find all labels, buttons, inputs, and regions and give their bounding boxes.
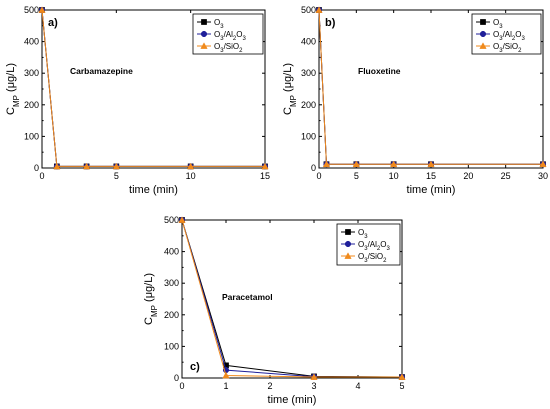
y-tick-label: 0 xyxy=(34,163,39,173)
x-tick-label: 10 xyxy=(389,171,399,181)
chart-panel-c: 0 100 200 300 400 500 0 1 2 3 4 5 time (min) CMP (μg/… xyxy=(143,215,406,406)
data-point xyxy=(222,371,230,379)
data-point xyxy=(398,373,406,380)
x-tick-label: 0 xyxy=(39,171,44,181)
legend-entry: O3 xyxy=(493,18,503,30)
y-axis-title: CMP (μg/L) xyxy=(143,273,159,325)
legend-entry: O3 xyxy=(214,18,224,30)
series-line xyxy=(181,219,402,378)
y-tick-label: 0 xyxy=(311,163,316,173)
x-tick-label: 2 xyxy=(267,381,272,391)
panel-label: c) xyxy=(190,361,200,373)
legend-marker xyxy=(479,42,487,49)
compound-label: Carbamazepine xyxy=(70,66,133,76)
legend-entry: O3/Al2O3 xyxy=(214,30,247,42)
x-tick-label: 30 xyxy=(538,171,548,181)
legend-entry: O3/Al2O3 xyxy=(358,240,391,252)
x-tick-label: 20 xyxy=(463,171,473,181)
y-tick-label: 300 xyxy=(24,68,39,78)
legend-marker xyxy=(480,19,486,25)
legend-marker xyxy=(344,240,352,248)
y-tick-label: 100 xyxy=(164,341,179,351)
compound-label: Paracetamol xyxy=(222,292,273,302)
data-point xyxy=(261,162,269,170)
legend-entry: O3/SiO2 xyxy=(358,252,387,264)
legend-entry: O3/SiO2 xyxy=(493,42,522,54)
x-tick-label: 3 xyxy=(311,381,316,391)
data-point xyxy=(427,160,435,168)
x-axis-title: time (min) xyxy=(407,184,456,196)
series-line xyxy=(41,9,265,167)
legend-marker xyxy=(200,30,208,38)
series-o3-sio2 xyxy=(178,216,406,380)
x-tick-label: 5 xyxy=(114,171,119,181)
x-axis-title: time (min) xyxy=(129,184,178,196)
x-tick-label: 15 xyxy=(426,171,436,181)
y-tick-label: 200 xyxy=(301,100,316,110)
series-line xyxy=(318,9,543,165)
legend-marker xyxy=(345,229,351,235)
data-point xyxy=(390,160,398,168)
x-tick-label: 0 xyxy=(316,171,321,181)
y-axis-title: CMP (μg/L) xyxy=(282,63,298,115)
data-point xyxy=(178,216,186,223)
data-point xyxy=(315,6,323,13)
legend-marker xyxy=(200,42,208,49)
y-tick-label: 200 xyxy=(164,310,179,320)
legend-marker xyxy=(479,30,487,38)
y-tick-label: 300 xyxy=(301,68,316,78)
legend-entry: O3/SiO2 xyxy=(214,42,243,54)
legend-entry: O3 xyxy=(358,228,368,240)
y-tick-label: 300 xyxy=(164,278,179,288)
x-tick-label: 5 xyxy=(399,381,404,391)
data-point xyxy=(352,160,360,168)
y-axis-title-text: CMP (μg/L) xyxy=(143,273,159,325)
data-point xyxy=(53,162,61,170)
y-tick-label: 500 xyxy=(301,5,316,15)
data-point xyxy=(539,160,547,168)
data-point xyxy=(187,162,195,170)
x-tick-label: 1 xyxy=(223,381,228,391)
y-axis-title-text: CMP (μg/L) xyxy=(5,63,21,115)
series-o3-sio2 xyxy=(315,6,547,168)
chart-panel-a: 0 100 200 300 400 500 0 5 10 15 time (min) CMP (μg/… xyxy=(5,5,270,196)
data-point xyxy=(82,162,91,170)
x-tick-label: 4 xyxy=(355,381,360,391)
y-tick-label: 100 xyxy=(301,131,316,141)
y-tick-label: 200 xyxy=(24,100,39,110)
x-tick-label: 5 xyxy=(354,171,359,181)
series-o3-sio2 xyxy=(38,6,269,170)
x-axis-title: time (min) xyxy=(268,394,317,406)
y-axis-title: CMP (μg/L) xyxy=(5,63,21,115)
chart-panel-b: 0 100 200 300 400 500 0 5 10 15 20 25 30 time (min) CM… xyxy=(282,5,548,196)
compound-label: Fluoxetine xyxy=(358,66,401,76)
x-tick-label: 25 xyxy=(501,171,511,181)
panel-label: a) xyxy=(48,17,58,29)
y-tick-label: 400 xyxy=(164,247,179,257)
legend-marker xyxy=(201,19,207,25)
x-tick-label: 15 xyxy=(260,171,270,181)
x-tick-label: 0 xyxy=(179,381,184,391)
data-point xyxy=(322,160,331,168)
y-tick-label: 100 xyxy=(24,131,39,141)
y-tick-label: 400 xyxy=(24,37,39,47)
legend-entry: O3/Al2O3 xyxy=(493,30,526,42)
y-tick-label: 500 xyxy=(24,5,39,15)
legend-marker xyxy=(344,252,352,259)
y-tick-label: 500 xyxy=(164,215,179,225)
x-tick-label: 10 xyxy=(186,171,196,181)
data-point xyxy=(310,373,318,380)
data-point xyxy=(38,6,46,13)
y-axis-title-text: CMP (μg/L) xyxy=(282,63,298,115)
y-tick-label: 0 xyxy=(174,373,179,383)
panel-label: b) xyxy=(325,17,336,29)
y-tick-label: 400 xyxy=(301,37,316,47)
data-point xyxy=(112,162,120,170)
